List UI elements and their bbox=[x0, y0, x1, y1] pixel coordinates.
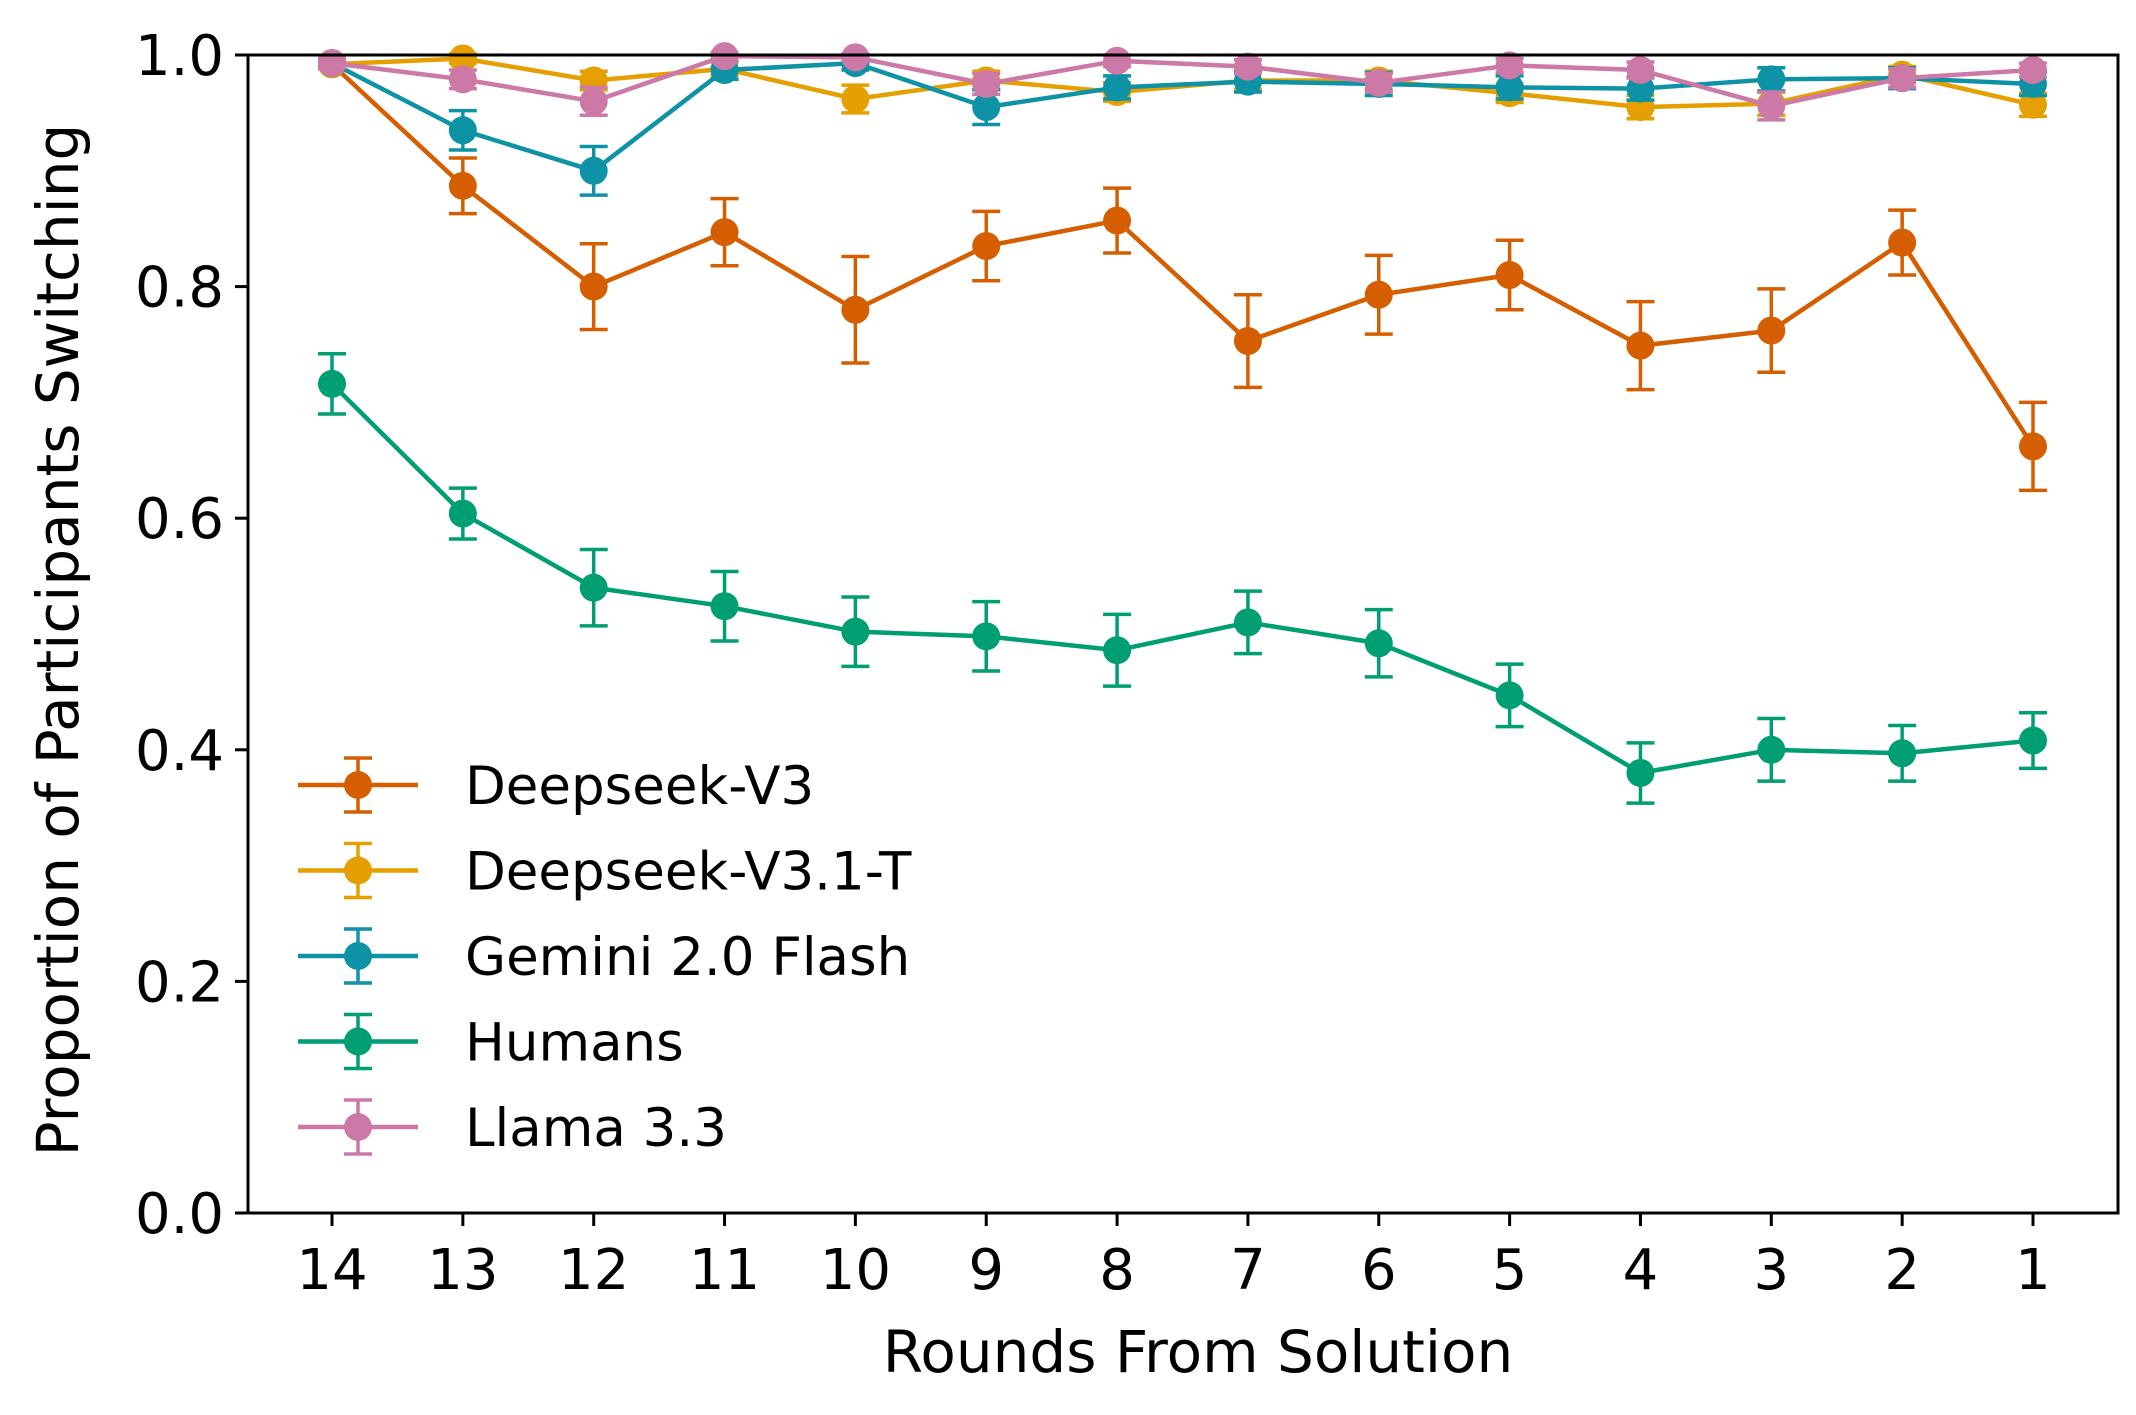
y-tick-label: 0.0 bbox=[135, 1182, 224, 1247]
x-tick-label: 3 bbox=[1753, 1238, 1789, 1303]
series-0 bbox=[318, 50, 2047, 493]
y-axis: 0.0 0.2 0.4 0.6 0.8 1.0 bbox=[135, 24, 248, 1247]
x-tick-label: 14 bbox=[296, 1238, 367, 1303]
data-point bbox=[1233, 327, 1262, 356]
legend-marker bbox=[344, 1113, 372, 1141]
legend: Deepseek-V3 Deepseek-V3.1-T Gemini 2.0 Fla… bbox=[298, 756, 912, 1159]
y-tick-label: 0.4 bbox=[135, 719, 224, 784]
legend-entry: Deepseek-V3.1-T bbox=[298, 842, 912, 903]
data-point bbox=[1888, 228, 1917, 257]
legend-marker bbox=[344, 1027, 372, 1056]
legend-entry: Deepseek-V3 bbox=[298, 756, 814, 817]
data-point bbox=[1626, 56, 1655, 85]
x-tick-label: 13 bbox=[427, 1238, 498, 1303]
data-point bbox=[448, 44, 477, 73]
series-3 bbox=[318, 352, 2047, 805]
data-point bbox=[1364, 68, 1393, 97]
data-point bbox=[972, 93, 1001, 122]
series-line bbox=[330, 60, 2034, 174]
data-point bbox=[2019, 90, 2047, 119]
x-axis-label: Rounds From Solution bbox=[883, 1318, 1514, 1386]
data-point bbox=[1757, 316, 1786, 345]
data-point bbox=[1233, 608, 1262, 637]
y-tick-label: 1.0 bbox=[135, 24, 224, 89]
x-tick-label: 5 bbox=[1492, 1238, 1528, 1303]
data-point bbox=[710, 218, 739, 247]
x-tick-label: 1 bbox=[2015, 1238, 2051, 1303]
data-point bbox=[972, 622, 1001, 651]
data-point bbox=[579, 87, 608, 116]
data-point bbox=[1495, 73, 1524, 102]
legend-marker bbox=[344, 771, 372, 799]
y-tick-label: 0.6 bbox=[135, 487, 224, 552]
legend-label: Deepseek-V3 bbox=[465, 756, 814, 817]
series-line bbox=[330, 62, 2035, 448]
x-tick-label: 7 bbox=[1230, 1238, 1266, 1303]
data-point bbox=[1626, 758, 1655, 787]
x-tick-label: 6 bbox=[1361, 1238, 1397, 1303]
x-tick-label: 4 bbox=[1623, 1238, 1659, 1303]
data-point bbox=[448, 171, 477, 200]
data-point bbox=[972, 69, 1001, 98]
y-tick-label: 0.8 bbox=[135, 256, 224, 321]
data-point bbox=[1626, 331, 1655, 360]
series-2 bbox=[318, 49, 2047, 197]
data-point bbox=[1364, 629, 1393, 658]
legend-marker bbox=[344, 942, 372, 970]
data-point bbox=[1495, 681, 1524, 710]
data-point bbox=[1364, 280, 1393, 309]
legend-label: Llama 3.3 bbox=[465, 1098, 727, 1159]
data-point bbox=[841, 617, 870, 646]
data-point bbox=[710, 592, 739, 621]
data-point bbox=[841, 295, 870, 324]
data-point bbox=[579, 573, 608, 602]
data-point bbox=[1103, 636, 1132, 665]
y-axis-label: Proportion of Participants Switching bbox=[24, 124, 92, 1157]
data-point bbox=[1888, 739, 1917, 768]
legend-label: Gemini 2.0 Flash bbox=[465, 927, 910, 988]
x-axis: 14 13 12 11 10 9 8 7 6 5 4 3 2 1 bbox=[296, 1213, 2051, 1303]
data-point bbox=[1757, 65, 1786, 94]
data-point bbox=[841, 85, 870, 114]
legend-entry: Gemini 2.0 Flash bbox=[298, 927, 910, 988]
data-point bbox=[448, 499, 477, 528]
data-point bbox=[972, 232, 1001, 261]
legend-label: Humans bbox=[465, 1013, 684, 1074]
data-point bbox=[318, 49, 346, 78]
x-tick-label: 10 bbox=[820, 1238, 891, 1303]
x-tick-label: 11 bbox=[689, 1238, 760, 1303]
legend-label: Deepseek-V3.1-T bbox=[465, 842, 912, 903]
legend-marker bbox=[344, 856, 372, 885]
legend-entry: Humans bbox=[298, 1013, 684, 1074]
data-point bbox=[448, 65, 477, 94]
y-tick-label: 0.2 bbox=[135, 950, 224, 1015]
data-point bbox=[1757, 735, 1786, 764]
x-tick-label: 9 bbox=[968, 1238, 1004, 1303]
series-line bbox=[330, 382, 2034, 776]
data-point bbox=[1103, 46, 1132, 75]
data-point bbox=[2019, 726, 2047, 755]
data-point bbox=[1233, 52, 1262, 81]
plot-frame bbox=[246, 53, 2120, 1215]
data-point bbox=[1757, 91, 1786, 120]
data-point bbox=[318, 369, 346, 398]
data-point bbox=[1495, 261, 1524, 290]
data-point bbox=[1103, 73, 1132, 102]
data-point bbox=[841, 43, 870, 72]
data-point bbox=[1103, 206, 1132, 235]
data-point bbox=[2019, 56, 2047, 85]
data-point bbox=[579, 156, 608, 185]
data-point bbox=[579, 272, 608, 301]
x-tick-label: 8 bbox=[1099, 1238, 1135, 1303]
data-point bbox=[1495, 51, 1524, 80]
legend-entry: Llama 3.3 bbox=[298, 1098, 727, 1159]
x-tick-label: 12 bbox=[558, 1238, 629, 1303]
series-line bbox=[331, 53, 2034, 109]
data-point bbox=[2019, 432, 2047, 461]
data-point bbox=[448, 116, 477, 145]
x-tick-label: 2 bbox=[1884, 1238, 1920, 1303]
plot-area bbox=[246, 42, 2120, 1215]
data-point bbox=[1888, 64, 1917, 93]
